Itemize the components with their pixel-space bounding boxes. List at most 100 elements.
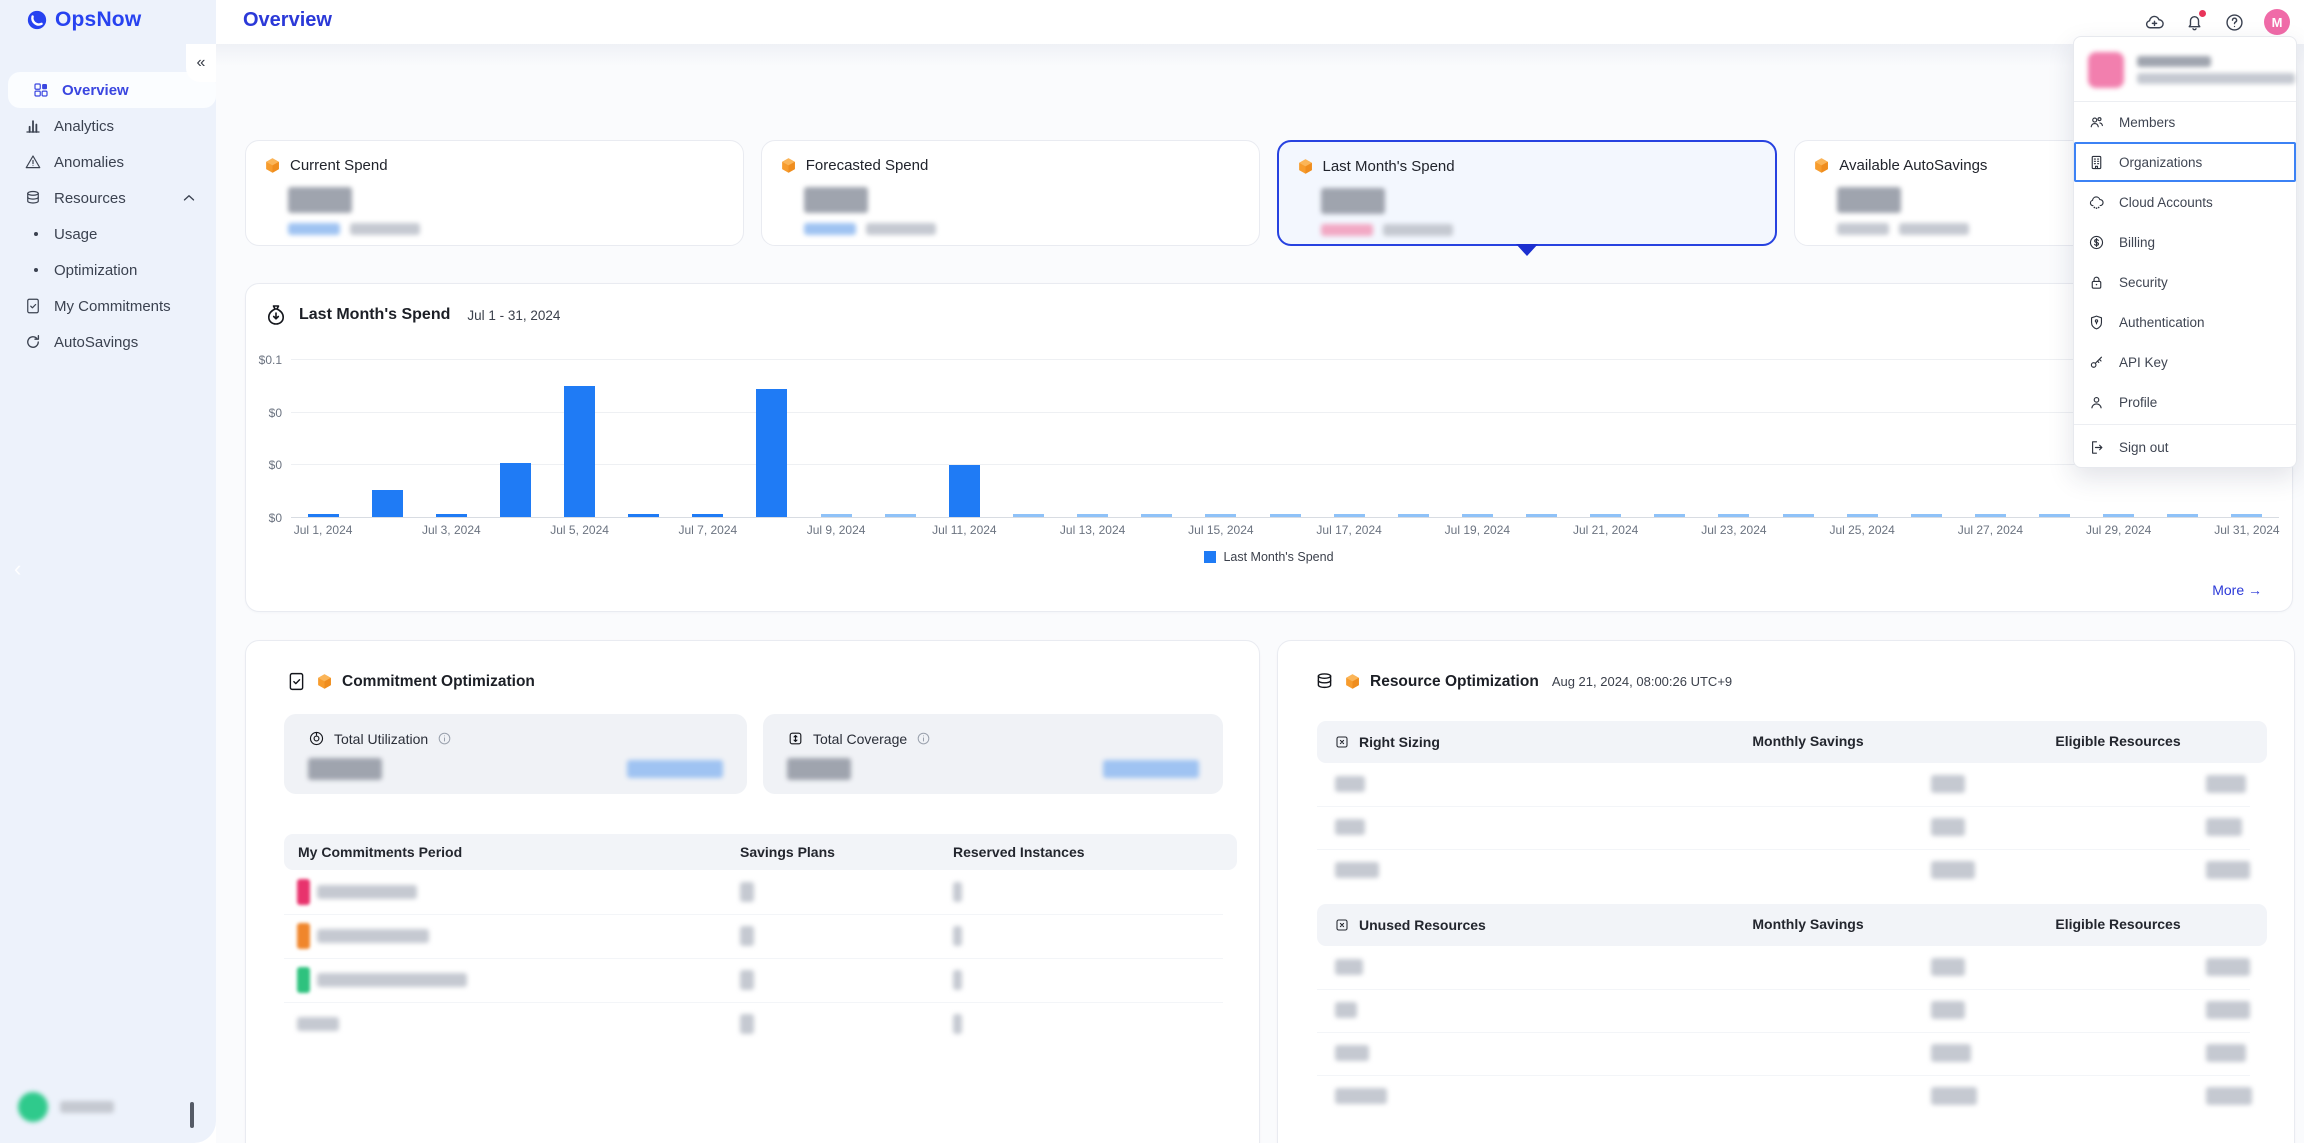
sidebar-item-my-commitments[interactable]: My Commitments xyxy=(0,288,216,324)
chart-bar-jul-12-2024[interactable] xyxy=(1012,513,1044,517)
sidebar-item-resources[interactable]: Resources xyxy=(0,180,216,216)
chart-bar-jul-31-2024[interactable] xyxy=(2231,513,2263,517)
menu-item-organizations[interactable]: Organizations xyxy=(2074,142,2296,182)
redacted-monthly-savings xyxy=(1931,861,1975,879)
column-header: Eligible Resources xyxy=(2055,916,2181,932)
chart-bar-jul-2-2024[interactable] xyxy=(371,490,403,517)
column-header: Savings Plans xyxy=(740,844,835,860)
authentication-icon xyxy=(2088,314,2105,331)
card-title: Last Month's Spend xyxy=(1322,158,1455,175)
unused-resources-row[interactable] xyxy=(1317,946,2250,989)
topbar: Overview M xyxy=(216,0,2304,44)
chart-bar-jul-17-2024[interactable] xyxy=(1333,513,1365,517)
chart-bar-jul-3-2024[interactable] xyxy=(435,513,467,517)
help-button[interactable] xyxy=(2224,12,2245,33)
redacted-resource-type xyxy=(1335,1045,1369,1061)
redacted-monthly-savings xyxy=(1931,775,1965,793)
chart-bar-jul-5-2024[interactable] xyxy=(564,385,596,517)
chart-bar-jul-15-2024[interactable] xyxy=(1205,513,1237,517)
chart-bar-jul-26-2024[interactable] xyxy=(1910,513,1942,517)
chart-bar-jul-27-2024[interactable] xyxy=(1974,513,2006,517)
chart-bar-jul-10-2024[interactable] xyxy=(884,513,916,517)
chevron-up-icon xyxy=(180,189,198,207)
redacted-user-email xyxy=(2137,73,2295,84)
sidebar-item-analytics[interactable]: Analytics xyxy=(0,108,216,144)
summary-card-last-month-s-spend[interactable]: Last Month's Spend xyxy=(1276,140,1778,256)
unused-resources-row[interactable] xyxy=(1317,1075,2252,1118)
cloud-upload-button[interactable] xyxy=(2144,12,2165,33)
chart-bar-jul-1-2024[interactable] xyxy=(307,513,339,517)
commitment-table-row[interactable] xyxy=(284,870,1223,914)
chart-more-link[interactable]: More → xyxy=(2212,582,2262,598)
unused-resources-table-header: Unused Resources xyxy=(1317,904,2267,946)
sidebar-item-autosavings[interactable]: AutoSavings xyxy=(0,324,216,360)
x-axis-tick: Jul 3, 2024 xyxy=(421,523,481,537)
menu-item-security[interactable]: Security xyxy=(2074,262,2296,302)
menu-item-billing[interactable]: Billing xyxy=(2074,222,2296,262)
app-logo[interactable]: OpsNow xyxy=(26,8,141,32)
chart-bar-jul-7-2024[interactable] xyxy=(692,513,724,517)
chart-bar-jul-20-2024[interactable] xyxy=(1526,513,1558,517)
chart-bar-jul-23-2024[interactable] xyxy=(1718,513,1750,517)
chart-bar-jul-25-2024[interactable] xyxy=(1846,513,1878,517)
menu-item-authentication[interactable]: Authentication xyxy=(2074,302,2296,342)
row-divider xyxy=(1317,1075,2250,1076)
redacted-resource-type xyxy=(1335,1088,1387,1104)
chart-bar-jul-13-2024[interactable] xyxy=(1077,513,1109,517)
aws-cube-icon xyxy=(1813,157,1830,174)
unused-resources-row[interactable] xyxy=(1317,1032,2250,1075)
menu-item-members[interactable]: Members xyxy=(2074,102,2296,142)
chart-bar-jul-16-2024[interactable] xyxy=(1269,513,1301,517)
commitments-table-header: My Commitments Period xyxy=(284,834,1237,870)
chart-bar-jul-19-2024[interactable] xyxy=(1461,513,1493,517)
notifications-button[interactable] xyxy=(2184,9,2206,33)
sidebar-item-label: Usage xyxy=(54,225,98,243)
menu-item-api-key[interactable]: API Key xyxy=(2074,342,2296,382)
chart-bar-jul-28-2024[interactable] xyxy=(2039,513,2071,517)
right-sizing-row[interactable] xyxy=(1317,849,2250,892)
commitment-table-row[interactable] xyxy=(284,958,1223,1002)
menu-item-sign-out[interactable]: Sign out xyxy=(2074,427,2296,467)
chart-bar-jul-6-2024[interactable] xyxy=(628,513,660,517)
chart-bar-jul-22-2024[interactable] xyxy=(1654,513,1686,517)
summary-card-current-spend[interactable]: Current Spend xyxy=(245,140,744,246)
sidebar-item-anomalies[interactable]: Anomalies xyxy=(0,144,216,180)
redacted-eligible-resources xyxy=(2206,1001,2250,1019)
right-sizing-row[interactable] xyxy=(1317,763,2250,806)
sidebar-collapse-button[interactable]: « xyxy=(186,44,216,82)
menu-item-label: Security xyxy=(2119,274,2168,290)
menu-item-label: Sign out xyxy=(2119,439,2169,455)
aws-cube-icon xyxy=(264,157,281,174)
chart-bar-jul-29-2024[interactable] xyxy=(2103,513,2135,517)
row-divider xyxy=(1317,806,2250,807)
info-icon xyxy=(916,731,931,746)
sidebar-item-overview[interactable]: Overview xyxy=(8,72,216,108)
chart-bar-jul-4-2024[interactable] xyxy=(499,463,531,517)
chevron-left-icon[interactable]: ‹ xyxy=(14,556,22,581)
chart-bar-jul-18-2024[interactable] xyxy=(1397,513,1429,517)
doc-check-icon xyxy=(286,671,307,692)
chart-bar-jul-11-2024[interactable] xyxy=(948,464,980,517)
commitment-table-row[interactable] xyxy=(284,1002,1223,1046)
user-avatar-button[interactable]: M xyxy=(2264,9,2290,35)
sidebar-item-optimization[interactable]: Optimization xyxy=(0,252,216,288)
chart-bar-jul-9-2024[interactable] xyxy=(820,513,852,517)
user-avatar xyxy=(18,1092,48,1122)
chart-bar-jul-14-2024[interactable] xyxy=(1141,513,1173,517)
redacted-reserved-instances xyxy=(953,1014,962,1034)
menu-item-cloud-accounts[interactable]: Cloud Accounts xyxy=(2074,182,2296,222)
right-sizing-row[interactable] xyxy=(1317,806,2250,849)
menu-item-profile[interactable]: Profile xyxy=(2074,382,2296,422)
chart-bar-jul-21-2024[interactable] xyxy=(1590,513,1622,517)
chart-bar-jul-24-2024[interactable] xyxy=(1782,513,1814,517)
sidebar-scrollbar-thumb[interactable] xyxy=(190,1102,194,1128)
chart-bar-jul-30-2024[interactable] xyxy=(2167,513,2199,517)
chart-bar-jul-8-2024[interactable] xyxy=(756,389,788,517)
bar-chart-plot xyxy=(291,359,2279,518)
commitment-table-row[interactable] xyxy=(284,914,1223,958)
y-axis-tick: $0 xyxy=(268,405,282,420)
sidebar-user[interactable] xyxy=(18,1092,114,1122)
sidebar-item-usage[interactable]: Usage xyxy=(0,216,216,252)
summary-card-forecasted-spend[interactable]: Forecasted Spend xyxy=(760,140,1260,246)
unused-resources-row[interactable] xyxy=(1317,989,2250,1032)
